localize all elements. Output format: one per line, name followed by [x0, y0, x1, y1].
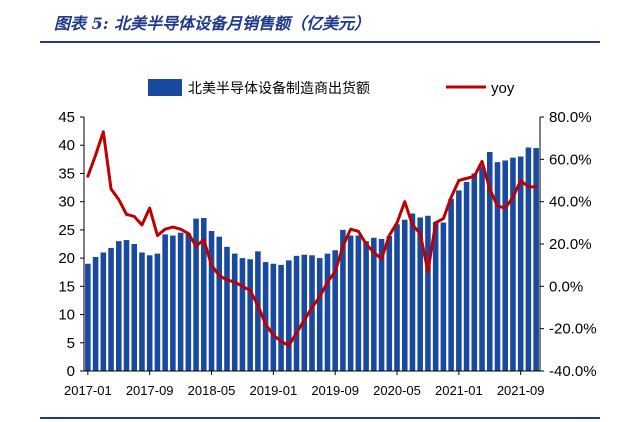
bar [146, 255, 153, 371]
y-left-tick-label: 35 [58, 165, 75, 182]
bar [371, 237, 377, 371]
bar [239, 258, 246, 371]
y-right-tick-label: 0.0% [549, 278, 583, 295]
bar [494, 162, 501, 371]
bar [162, 234, 168, 371]
y-right-tick-label: 40.0% [549, 194, 592, 211]
x-tick-label: 2019-01 [249, 383, 297, 398]
bar [409, 213, 416, 371]
x-tick-label: 2021-01 [435, 383, 483, 398]
bar [85, 263, 91, 371]
yoy-series [86, 130, 538, 348]
bar [347, 235, 354, 371]
bar [193, 218, 199, 371]
bar [293, 255, 300, 371]
bar [432, 221, 439, 371]
y-right-tick-label: 60.0% [549, 151, 592, 168]
bar [185, 233, 192, 371]
bar [425, 215, 431, 371]
bar [324, 253, 331, 371]
bar-series [85, 147, 539, 371]
bar [286, 260, 292, 371]
y-left-tick-label: 30 [58, 194, 75, 211]
bar [525, 147, 532, 371]
bar [386, 236, 393, 371]
y-left-tick-label: 10 [58, 307, 75, 324]
bar [123, 240, 130, 371]
bar [100, 252, 107, 371]
y-left-tick-label: 0 [67, 363, 75, 380]
bar [463, 181, 470, 371]
axes [80, 116, 544, 375]
y-left-tick-label: 25 [58, 222, 75, 239]
title-rule [40, 41, 600, 43]
bar [401, 219, 408, 371]
legend-line-label: yoy [491, 80, 515, 97]
bar [270, 263, 277, 371]
y-right-tick-label: -40.0% [549, 363, 597, 380]
bar [479, 166, 485, 371]
x-tick-label: 2021-09 [497, 383, 545, 398]
bar [471, 173, 478, 371]
y-right-tick-label: 20.0% [549, 236, 592, 253]
x-tick-label: 2019-09 [311, 383, 359, 398]
bar [502, 160, 508, 371]
bar [394, 224, 400, 371]
bar [309, 255, 315, 371]
bar [262, 262, 269, 371]
bar [224, 246, 230, 371]
y-right-tick-label: 80.0% [549, 109, 592, 126]
bar [131, 244, 138, 371]
tick-labels: 0 5 10 15 20 25 30 35 40 45 -40.0% -20.0% 0.0% 20.0% 4… [58, 109, 596, 398]
bar [378, 238, 385, 371]
y-right-tick-label: -20.0% [549, 321, 597, 338]
bar [255, 251, 261, 371]
x-tick-label: 2017-01 [64, 383, 112, 398]
bar [355, 235, 362, 371]
bar [247, 259, 253, 371]
bar [510, 157, 516, 371]
bar [301, 254, 308, 371]
bar [456, 190, 462, 371]
x-tick-label: 2020-05 [373, 383, 421, 398]
x-tick-label: 2017-09 [126, 383, 174, 398]
y-left-tick-label: 15 [58, 278, 75, 295]
legend-bar-swatch [148, 79, 182, 96]
y-left-tick-label: 40 [58, 137, 75, 154]
bar [486, 152, 493, 371]
bar [231, 253, 238, 371]
y-left-tick-label: 20 [58, 250, 75, 267]
y-left-tick-label: 5 [67, 335, 75, 352]
bar [177, 232, 184, 371]
bar [92, 256, 99, 371]
legend-bar-label: 北美半导体设备制造商出货额 [188, 80, 370, 97]
y-left-tick-label: 45 [58, 109, 75, 126]
bar [316, 258, 323, 371]
bar [201, 218, 207, 371]
legend: 北美半导体设备制造商出货额 yoy [148, 79, 515, 97]
x-tick-label: 2018-05 [188, 383, 236, 398]
bottom-rule [40, 417, 600, 419]
figure-title: 图表 5: 北美半导体设备月销售额（亿美元） [54, 14, 371, 33]
bar [332, 250, 338, 371]
bar [440, 222, 447, 371]
bar [363, 241, 369, 371]
bar [448, 198, 454, 371]
bar [216, 236, 223, 371]
bar [108, 247, 114, 371]
bar [139, 252, 145, 371]
bar [417, 217, 423, 371]
bar [340, 229, 346, 371]
bar [170, 235, 176, 371]
bar [116, 241, 122, 371]
bar [154, 253, 161, 371]
bar [533, 148, 539, 371]
bar [517, 156, 524, 371]
bar [208, 231, 215, 371]
bar [278, 264, 284, 371]
